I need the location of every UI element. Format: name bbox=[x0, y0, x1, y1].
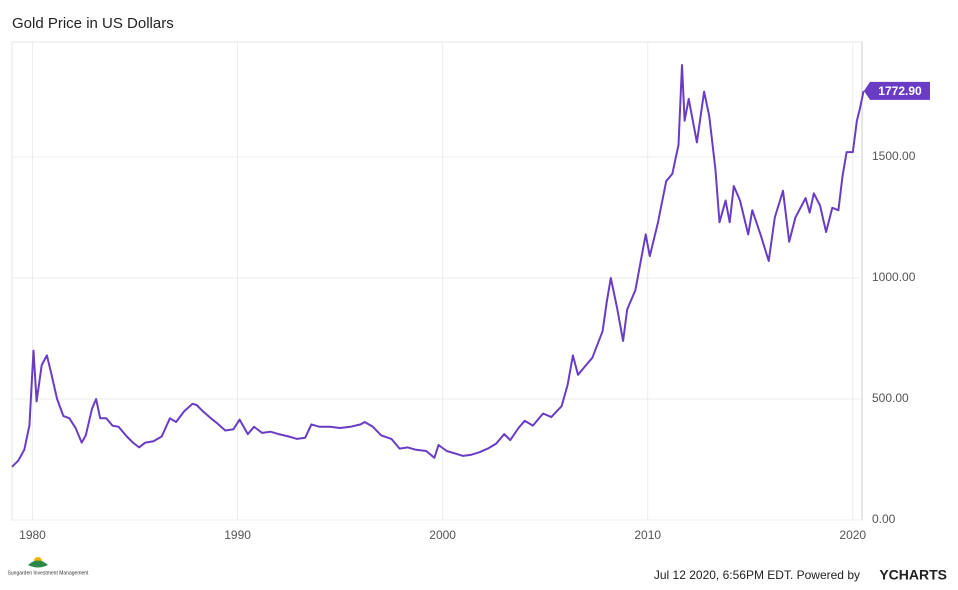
x-tick-label: 2000 bbox=[429, 528, 456, 542]
last-value-box bbox=[864, 81, 930, 100]
y-tick-label: 1000.00 bbox=[872, 270, 916, 284]
brand: YCHARTS bbox=[879, 567, 947, 583]
x-tick-label: 2020 bbox=[839, 528, 866, 542]
logo: Sungarden Investment Management bbox=[8, 557, 89, 576]
x-tick-label: 1990 bbox=[224, 528, 251, 542]
last-value-label: 1772.90 bbox=[878, 84, 922, 98]
y-tick-label: 500.00 bbox=[872, 391, 909, 405]
x-tick-label: 2010 bbox=[634, 528, 661, 542]
logo-text: Sungarden Investment Management bbox=[8, 570, 89, 576]
footer: Jul 12 2020, 6:56PM EDT. Powered by bbox=[654, 568, 860, 582]
chart-title: Gold Price in US Dollars bbox=[12, 15, 174, 32]
y-tick-label: 1500.00 bbox=[872, 149, 916, 163]
y-tick-label: 0.00 bbox=[872, 512, 896, 526]
price-line bbox=[11, 64, 865, 468]
x-tick-label: 1980 bbox=[19, 528, 46, 542]
